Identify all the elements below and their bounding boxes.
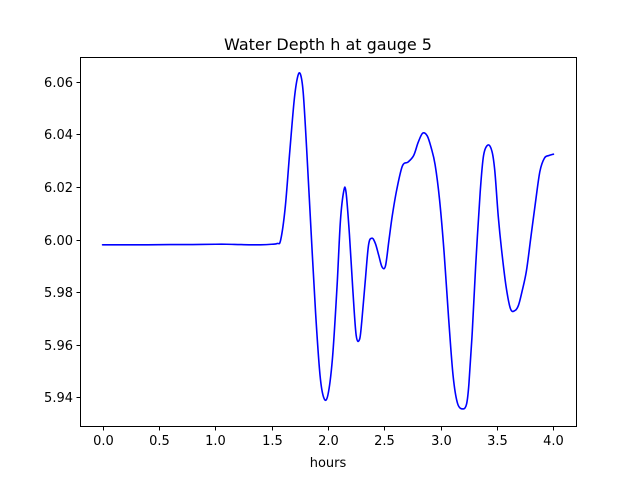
series-layer	[101, 71, 555, 410]
chart-title: Water Depth h at gauge 5	[224, 35, 432, 54]
x-tick-label: 3.0	[431, 434, 452, 449]
y-tick-label: 6.02	[44, 181, 73, 196]
x-axis-ticks: 0.0 0.5 1.0 1.5 2.0 2.5 3.0 3.5 4.0	[93, 426, 564, 449]
y-tick-label: 6.04	[44, 128, 73, 143]
y-tick-label: 6.00	[44, 234, 73, 249]
x-tick-label: 2.5	[374, 434, 395, 449]
x-tick-label: 2.0	[318, 434, 339, 449]
y-tick-label: 5.98	[44, 286, 73, 301]
y-axis-ticks: 5.94 5.96 5.98 6.00 6.02 6.04 6.06	[44, 76, 81, 406]
x-tick-label: 0.0	[93, 434, 114, 449]
x-tick-label: 1.5	[262, 434, 283, 449]
y-tick-label: 5.94	[44, 391, 73, 406]
x-axis-label: hours	[310, 456, 347, 471]
x-tick-label: 4.0	[543, 434, 564, 449]
y-tick-label: 6.06	[44, 76, 73, 91]
y-tick-label: 5.96	[44, 339, 73, 354]
x-tick-label: 0.5	[149, 434, 170, 449]
x-tick-label: 3.5	[487, 434, 508, 449]
series-line-0	[101, 71, 555, 410]
plot-axes: 0.0 0.5 1.0 1.5 2.0 2.5 3.0 3.5 4.0 5.94 5.96 5.98…	[44, 57, 577, 449]
x-tick-label: 1.0	[205, 434, 226, 449]
